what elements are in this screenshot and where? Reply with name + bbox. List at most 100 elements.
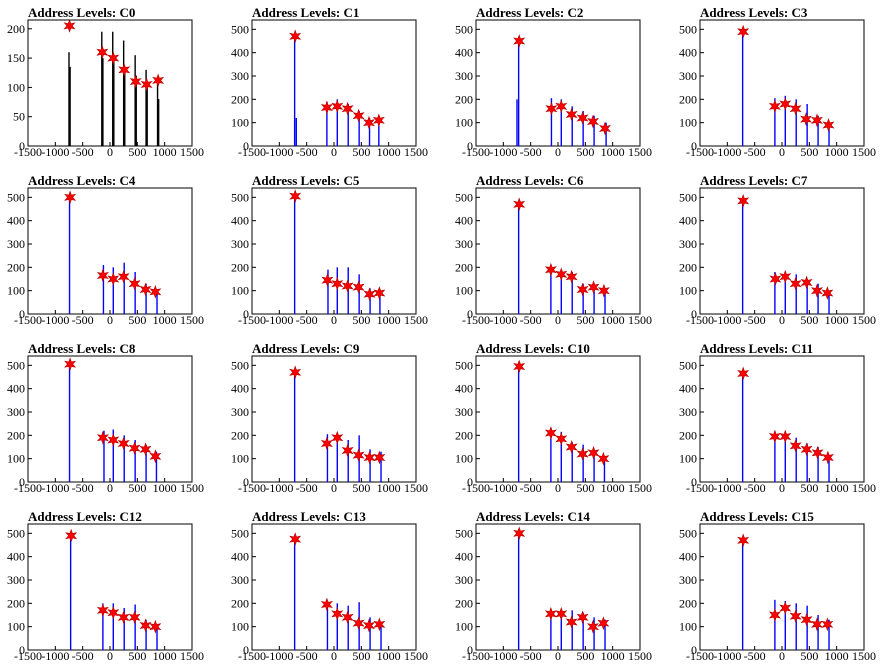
peak-marker bbox=[779, 601, 792, 615]
y-tick-label: 400 bbox=[7, 550, 25, 564]
y-tick-label: 100 bbox=[679, 620, 697, 634]
x-tick-label: -1000 bbox=[265, 481, 293, 495]
peak-marker bbox=[565, 269, 578, 284]
x-tick-label: -1000 bbox=[713, 313, 741, 327]
chart-svg: 0 100 200 300 400 500 -1500 -1000 -500 0 500 1000 15… bbox=[231, 355, 428, 495]
peak-marker bbox=[544, 426, 557, 440]
y-tick-label: 400 bbox=[679, 214, 697, 228]
x-tick-label: 0 bbox=[107, 481, 113, 495]
peak-marker bbox=[64, 190, 77, 205]
chart-panel-c12: Address Levels: C12 0 100 200 300 400 500 -1500… bbox=[0, 504, 224, 672]
y-tick-label: 200 bbox=[455, 428, 473, 442]
y-tick-label: 0 bbox=[243, 643, 249, 657]
peak-marker bbox=[289, 189, 302, 204]
x-tick-label: -1500 bbox=[462, 649, 490, 663]
x-tick-label: -500 bbox=[72, 145, 94, 159]
x-tick-label: 0 bbox=[779, 145, 785, 159]
chart-panel-c14: Address Levels: C14 0 100 200 300 400 500 -1500… bbox=[448, 504, 672, 672]
x-tick-label: 1500 bbox=[628, 649, 652, 663]
peak-marker bbox=[587, 445, 600, 460]
peak-marker bbox=[789, 101, 802, 116]
y-tick-label: 400 bbox=[455, 550, 473, 564]
y-tick-label: 300 bbox=[455, 69, 473, 83]
chart-title: Address Levels: C6 bbox=[476, 173, 584, 188]
plot-frame bbox=[699, 187, 865, 315]
y-tick-label: 0 bbox=[243, 475, 249, 489]
y-tick-label: 0 bbox=[467, 139, 473, 153]
peak-marker bbox=[586, 114, 599, 129]
x-tick-label: 0 bbox=[555, 313, 561, 327]
chart-title: Address Levels: C11 bbox=[700, 341, 814, 356]
x-tick-label: 1000 bbox=[825, 649, 849, 663]
y-tick-label: 300 bbox=[679, 69, 697, 83]
x-tick-label: 500 bbox=[352, 649, 370, 663]
x-tick-label: 1000 bbox=[377, 481, 401, 495]
y-tick-label: 200 bbox=[679, 596, 697, 610]
chart-svg: 0 100 200 300 400 500 -1500 -1000 -500 0 500 1000 15… bbox=[455, 523, 652, 663]
y-tick-label: 100 bbox=[231, 284, 249, 298]
y-tick-label: 100 bbox=[679, 116, 697, 130]
peak-marker bbox=[341, 279, 354, 293]
y-tick-label: 100 bbox=[7, 284, 25, 298]
peak-marker bbox=[737, 366, 750, 381]
peak-marker bbox=[565, 440, 578, 454]
peak-marker bbox=[107, 51, 120, 66]
x-tick-label: 500 bbox=[800, 481, 818, 495]
chart-svg: 0 100 200 300 400 500 -1500 -1000 -500 0 500 1000 15… bbox=[455, 187, 652, 327]
peak-marker bbox=[789, 276, 802, 291]
x-tick-label: 1000 bbox=[601, 145, 625, 159]
y-tick-label: 400 bbox=[455, 46, 473, 60]
x-tick-label: 1500 bbox=[180, 313, 204, 327]
y-tick-label: 0 bbox=[691, 307, 697, 321]
peak-marker bbox=[810, 283, 823, 298]
peak-marker bbox=[63, 18, 76, 33]
x-tick-label: 1000 bbox=[825, 481, 849, 495]
chart-title: Address Levels: C9 bbox=[252, 341, 360, 356]
chart-panel-c8: Address Levels: C8 0 100 200 300 400 500 -1500-… bbox=[0, 336, 224, 504]
y-tick-label: 100 bbox=[231, 452, 249, 466]
peak-marker bbox=[139, 282, 152, 297]
x-tick-label: 0 bbox=[331, 649, 337, 663]
y-tick-label: 300 bbox=[7, 237, 25, 251]
x-tick-label: -1500 bbox=[686, 313, 714, 327]
chart-title: Address Levels: C0 bbox=[28, 5, 136, 20]
x-tick-label: 500 bbox=[128, 145, 146, 159]
x-tick-label: -500 bbox=[520, 313, 542, 327]
peak-marker bbox=[737, 533, 750, 548]
x-tick-label: 0 bbox=[107, 649, 113, 663]
y-tick-label: 200 bbox=[679, 92, 697, 106]
x-tick-label: -1500 bbox=[238, 481, 266, 495]
peak-marker bbox=[320, 597, 333, 612]
peak-marker bbox=[822, 118, 835, 132]
chart-title: Address Levels: C5 bbox=[252, 173, 360, 188]
x-tick-label: 0 bbox=[107, 313, 113, 327]
x-tick-label: 0 bbox=[779, 649, 785, 663]
x-tick-label: 0 bbox=[331, 481, 337, 495]
x-tick-label: 1000 bbox=[601, 649, 625, 663]
chart-title: Address Levels: C4 bbox=[28, 173, 136, 188]
y-tick-label: 500 bbox=[7, 526, 25, 540]
plot-frame bbox=[27, 19, 193, 147]
peak-marker bbox=[352, 616, 365, 631]
chart-panel-c0: Address Levels: C0 0 50 100 150 200 -1500 -1000… bbox=[0, 0, 224, 168]
y-tick-label: 500 bbox=[231, 22, 249, 36]
peak-marker bbox=[289, 532, 302, 547]
x-tick-label: 1500 bbox=[628, 145, 652, 159]
chart-panel-c15: Address Levels: C15 0 100 200 300 400 500 -1500… bbox=[672, 504, 896, 672]
x-tick-label: 1000 bbox=[601, 481, 625, 495]
x-tick-label: -1000 bbox=[41, 649, 69, 663]
peak-marker bbox=[96, 45, 109, 60]
x-tick-label: 1500 bbox=[628, 481, 652, 495]
y-tick-label: 100 bbox=[231, 116, 249, 130]
x-tick-label: 0 bbox=[555, 649, 561, 663]
peak-marker bbox=[289, 29, 302, 44]
peak-marker bbox=[117, 610, 130, 625]
peak-marker bbox=[149, 284, 162, 299]
x-tick-label: 1500 bbox=[404, 649, 428, 663]
peak-marker bbox=[129, 74, 142, 89]
x-tick-label: -1500 bbox=[238, 145, 266, 159]
chart-panel-c3: Address Levels: C3 0 100 200 300 400 500 -1500-… bbox=[672, 0, 896, 168]
x-tick-label: -500 bbox=[744, 313, 766, 327]
x-tick-label: 1500 bbox=[180, 649, 204, 663]
chart-svg: 0 100 200 300 400 500 -1500 -1000 -500 0 500 1000 15… bbox=[679, 19, 876, 159]
